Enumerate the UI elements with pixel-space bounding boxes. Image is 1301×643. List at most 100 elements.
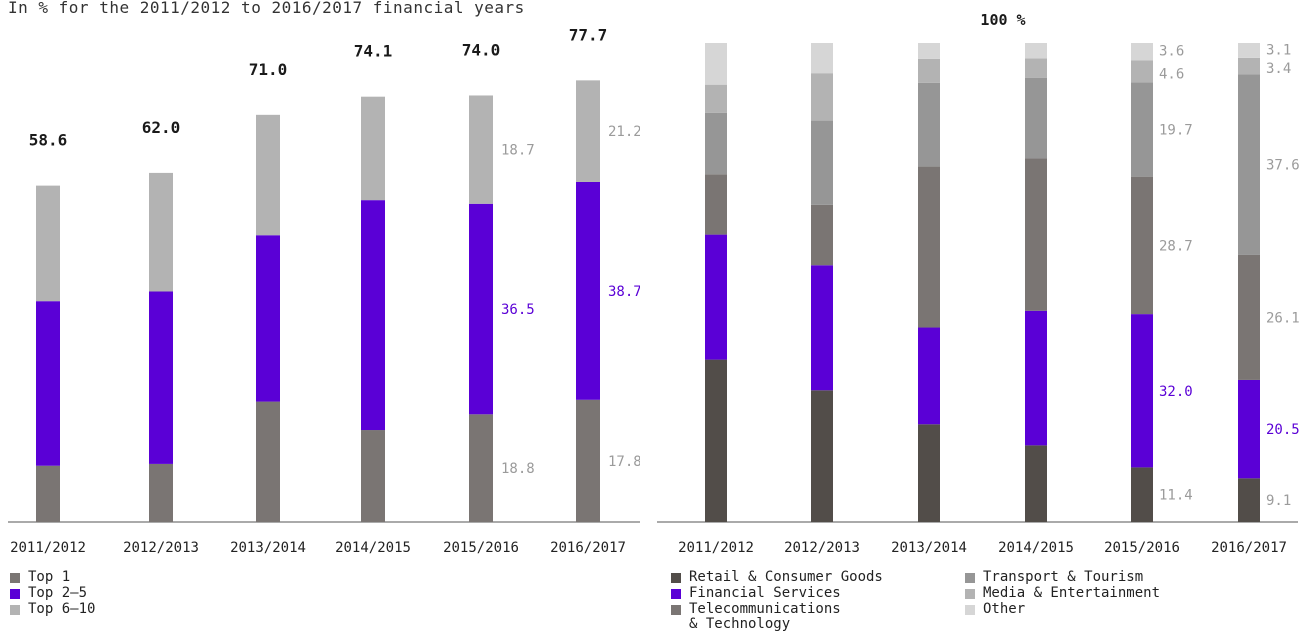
bar-transport-tourism-2015-2016 xyxy=(1131,82,1153,177)
bar-top-2-5-2015-2016 xyxy=(469,203,493,415)
data-label-transport-tourism-2016-2017: 37.6 xyxy=(1266,157,1300,173)
bar-telecommunications-technology-2012-2013 xyxy=(811,204,833,266)
data-label-top-1-2015-2016: 18.8 xyxy=(501,461,535,477)
bar-top-1-2014-2015 xyxy=(361,430,385,522)
x-tick-label-2013-2014: 2013/2014 xyxy=(230,540,306,556)
data-label-other-2015-2016: 3.6 xyxy=(1159,44,1184,60)
data-label-telecommunications-technology-2016-2017: 26.1 xyxy=(1266,310,1300,326)
bar-retail-consumer-goods-2014-2015 xyxy=(1025,445,1047,522)
bar-top-6-10-2012-2013 xyxy=(149,172,173,292)
legend-label: Top 2–5 xyxy=(28,585,88,601)
bar-financial-services-2014-2015 xyxy=(1025,310,1047,446)
x-tick-label-right-2016-2017: 2016/2017 xyxy=(1211,540,1287,556)
bar-retail-consumer-goods-2012-2013 xyxy=(811,390,833,522)
bar-telecommunications-technology-2011-2012 xyxy=(705,174,727,235)
data-label-retail-consumer-goods-2016-2017: 9.1 xyxy=(1266,493,1291,509)
data-label-financial-services-2016-2017: 20.5 xyxy=(1266,422,1300,438)
legend-item-telecommunications-technology: Telecommunications & Technology xyxy=(671,602,883,632)
total-label-2014-2015: 74.1 xyxy=(354,42,393,61)
data-label-top-6-10-2015-2016: 18.7 xyxy=(501,143,535,159)
data-label-media-entertainment-2016-2017: 3.4 xyxy=(1266,61,1291,77)
total-label-2011-2012: 58.6 xyxy=(29,131,68,150)
chart-subtitle: In % for the 2011/2012 to 2016/2017 fina… xyxy=(8,0,525,17)
bar-top-1-2011-2012 xyxy=(36,465,60,522)
legend-item-media-entertainment: Media & Entertainment xyxy=(965,586,1160,602)
legend-left: Top 1 Top 2–5 Top 6–10 xyxy=(10,570,95,618)
bar-other-2015-2016 xyxy=(1131,43,1153,61)
data-label-financial-services-2015-2016: 32.0 xyxy=(1159,384,1193,400)
bar-top-6-10-2016-2017 xyxy=(576,80,600,182)
total-label-2013-2014: 71.0 xyxy=(249,60,288,79)
x-tick-label-right-2015-2016: 2015/2016 xyxy=(1104,540,1180,556)
legend-item-financial-services: Financial Services xyxy=(671,586,883,602)
legend-label: Retail & Consumer Goods xyxy=(689,569,883,585)
bar-top-1-2013-2014 xyxy=(256,401,280,522)
legend-item-transport-tourism: Transport & Tourism xyxy=(965,570,1160,586)
data-label-retail-consumer-goods-2015-2016: 11.4 xyxy=(1159,488,1193,504)
data-label-other-2016-2017: 3.1 xyxy=(1266,42,1291,58)
bar-top-1-2015-2016 xyxy=(469,414,493,522)
bar-financial-services-2013-2014 xyxy=(918,327,940,425)
data-label-media-entertainment-2015-2016: 4.6 xyxy=(1159,66,1184,82)
legend-swatch xyxy=(10,589,20,599)
bar-top-2-5-2012-2013 xyxy=(149,291,173,464)
bar-media-entertainment-2016-2017 xyxy=(1238,57,1260,75)
bar-top-2-5-2011-2012 xyxy=(36,301,60,466)
bar-transport-tourism-2011-2012 xyxy=(705,112,727,175)
legend-item-top-2-5: Top 2–5 xyxy=(10,586,95,602)
legend-swatch xyxy=(10,605,20,615)
bar-top-6-10-2011-2012 xyxy=(36,185,60,302)
bar-financial-services-2011-2012 xyxy=(705,234,727,360)
total-label-2015-2016: 74.0 xyxy=(462,40,501,59)
x-tick-label-right-2012-2013: 2012/2013 xyxy=(784,540,860,556)
legend-swatch xyxy=(671,573,681,583)
data-label-top-1-2016-2017: 17.8 xyxy=(608,454,640,470)
top-100-percent-label: 100 % xyxy=(980,11,1025,29)
x-tick-label-2014-2015: 2014/2015 xyxy=(335,540,411,556)
legend-swatch xyxy=(965,573,975,583)
bar-transport-tourism-2014-2015 xyxy=(1025,77,1047,159)
legend-swatch xyxy=(671,589,681,599)
bar-top-2-5-2013-2014 xyxy=(256,235,280,402)
total-label-2016-2017: 77.7 xyxy=(569,25,608,44)
bar-media-entertainment-2012-2013 xyxy=(811,73,833,121)
bar-top-6-10-2014-2015 xyxy=(361,96,385,201)
x-tick-label-2016-2017: 2016/2017 xyxy=(550,540,626,556)
legend-label: Media & Entertainment xyxy=(983,585,1161,601)
legend-item-other: Other xyxy=(965,602,1160,618)
x-tick-label-2015-2016: 2015/2016 xyxy=(443,540,519,556)
legend-swatch xyxy=(965,589,975,599)
legend-right-column-1: Retail & Consumer Goods Financial Service… xyxy=(671,569,883,632)
bar-top-1-2016-2017 xyxy=(576,399,600,522)
bar-telecommunications-technology-2016-2017 xyxy=(1238,254,1260,380)
x-tick-label-right-2013-2014: 2013/2014 xyxy=(891,540,967,556)
bar-transport-tourism-2012-2013 xyxy=(811,120,833,205)
legend-swatch xyxy=(10,573,20,583)
bar-media-entertainment-2015-2016 xyxy=(1131,60,1153,83)
bar-media-entertainment-2014-2015 xyxy=(1025,58,1047,78)
bar-transport-tourism-2016-2017 xyxy=(1238,74,1260,255)
x-tick-label-2011-2012: 2011/2012 xyxy=(10,540,86,556)
bar-other-2016-2017 xyxy=(1238,43,1260,58)
bar-top-2-5-2014-2015 xyxy=(361,200,385,431)
bar-media-entertainment-2011-2012 xyxy=(705,84,727,113)
legend-swatch xyxy=(671,605,681,615)
bar-top-1-2012-2013 xyxy=(149,463,173,522)
data-label-top-2-5-2016-2017: 38.7 xyxy=(608,284,640,300)
bar-retail-consumer-goods-2015-2016 xyxy=(1131,467,1153,522)
legend-label: Transport & Tourism xyxy=(983,569,1144,585)
legend-label: Other xyxy=(983,601,1026,617)
bar-telecommunications-technology-2014-2015 xyxy=(1025,158,1047,311)
data-label-transport-tourism-2015-2016: 19.7 xyxy=(1159,122,1193,138)
bar-other-2014-2015 xyxy=(1025,43,1047,59)
bar-financial-services-2015-2016 xyxy=(1131,314,1153,468)
bar-other-2013-2014 xyxy=(918,43,940,59)
legend-label: Top 1 xyxy=(28,569,71,585)
bar-transport-tourism-2013-2014 xyxy=(918,82,940,167)
bar-other-2012-2013 xyxy=(811,43,833,74)
legend-label: Financial Services xyxy=(689,585,841,601)
legend-item-top-6-10: Top 6–10 xyxy=(10,602,95,618)
bar-telecommunications-technology-2013-2014 xyxy=(918,166,940,328)
data-label-top-6-10-2016-2017: 21.2 xyxy=(608,124,640,140)
bar-other-2011-2012 xyxy=(705,43,727,85)
